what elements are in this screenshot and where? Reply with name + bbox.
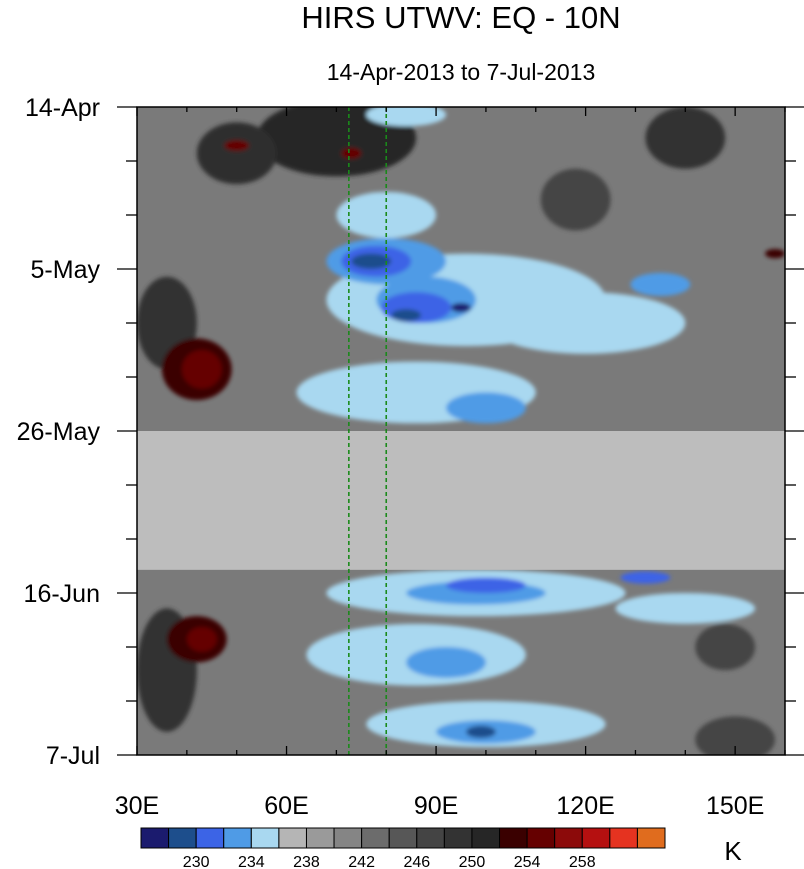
chart-subtitle: 14-Apr-2013 to 7-Jul-2013: [327, 59, 596, 85]
reference-lines: [348, 107, 388, 755]
contour-region: [196, 122, 277, 185]
colorbar-swatch: [636, 827, 666, 849]
colorbar-swatch: [443, 827, 473, 849]
colorbar-swatch: [526, 827, 556, 849]
plot-area: [137, 107, 785, 755]
y-tick-label: 26-May: [17, 418, 101, 446]
colorbar-label: 230: [183, 854, 210, 869]
contour-region: [615, 593, 756, 624]
contour-region: [695, 716, 776, 755]
y-tick-label: 5-May: [31, 256, 101, 284]
colorbar-label: 246: [403, 854, 430, 869]
colorbar-swatch: [388, 827, 418, 849]
y-tick-label: 16-Jun: [24, 580, 100, 608]
colorbar-swatch: [471, 827, 501, 849]
colorbar-swatch: [581, 827, 611, 849]
contour-region: [630, 272, 691, 296]
colorbar-label: 250: [459, 854, 486, 869]
colorbar-swatch: [223, 827, 252, 849]
colorbar-swatch: [305, 827, 335, 849]
contour-region: [186, 626, 217, 652]
colorbar-label: 258: [569, 854, 596, 869]
colorbar-unit: K: [724, 836, 742, 866]
contour-region: [224, 140, 250, 151]
x-tick-label: 120E: [556, 792, 614, 820]
chart-title: HIRS UTWV: EQ - 10N: [301, 0, 620, 35]
colorbar-label: 254: [514, 854, 541, 869]
colorbar-swatch: [499, 827, 528, 849]
colorbar-swatch: [609, 827, 638, 849]
contour-region: [620, 571, 671, 584]
contour-region: [540, 168, 611, 231]
contour-region: [406, 647, 486, 678]
colorbar-swatch: [140, 827, 170, 849]
contour-region: [446, 577, 526, 593]
contour-region: [485, 292, 686, 354]
x-tick-label: 150E: [706, 792, 764, 820]
contour-region: [465, 725, 496, 739]
x-axis: 30E 60E 90E 120E 150E: [115, 107, 786, 820]
x-tick-label: 60E: [264, 792, 308, 820]
contour-region: [391, 309, 422, 322]
contour-region: [256, 107, 417, 177]
contour-region: [341, 147, 362, 159]
colorbar-label: 234: [238, 854, 265, 869]
y-axis: 14-Apr 5-May 26-May 16-Jun 7-Jul: [17, 94, 804, 770]
contour-field: [137, 107, 785, 755]
colorbar-swatch: [361, 827, 390, 849]
contour-region: [181, 350, 222, 389]
colorbar-swatch: [250, 827, 280, 849]
missing-data-rect: [137, 431, 785, 570]
contour-region: [351, 253, 392, 269]
colorbar-swatch: [278, 827, 307, 849]
contour-region: [765, 248, 785, 259]
colorbar-label: 238: [293, 854, 320, 869]
y-tick-label: 14-Apr: [25, 94, 100, 122]
colorbar-swatch: [416, 827, 445, 849]
colorbar-swatch: [333, 827, 363, 849]
contour-region: [446, 392, 526, 424]
colorbar: 230 234 238 242 246 250 254 258: [140, 827, 666, 869]
y-tick-label: 7-Jul: [46, 742, 100, 770]
x-tick-label: 90E: [414, 792, 458, 820]
colorbar-swatch: [554, 827, 583, 849]
x-tick-label: 30E: [115, 792, 159, 820]
colorbar-swatch: [168, 827, 197, 849]
colorbar-swatch: [195, 827, 225, 849]
missing-data-band: [137, 431, 785, 570]
contour-region: [451, 302, 471, 313]
colorbar-label: 242: [348, 854, 375, 869]
contour-region: [645, 107, 726, 169]
contour-region: [695, 623, 756, 671]
